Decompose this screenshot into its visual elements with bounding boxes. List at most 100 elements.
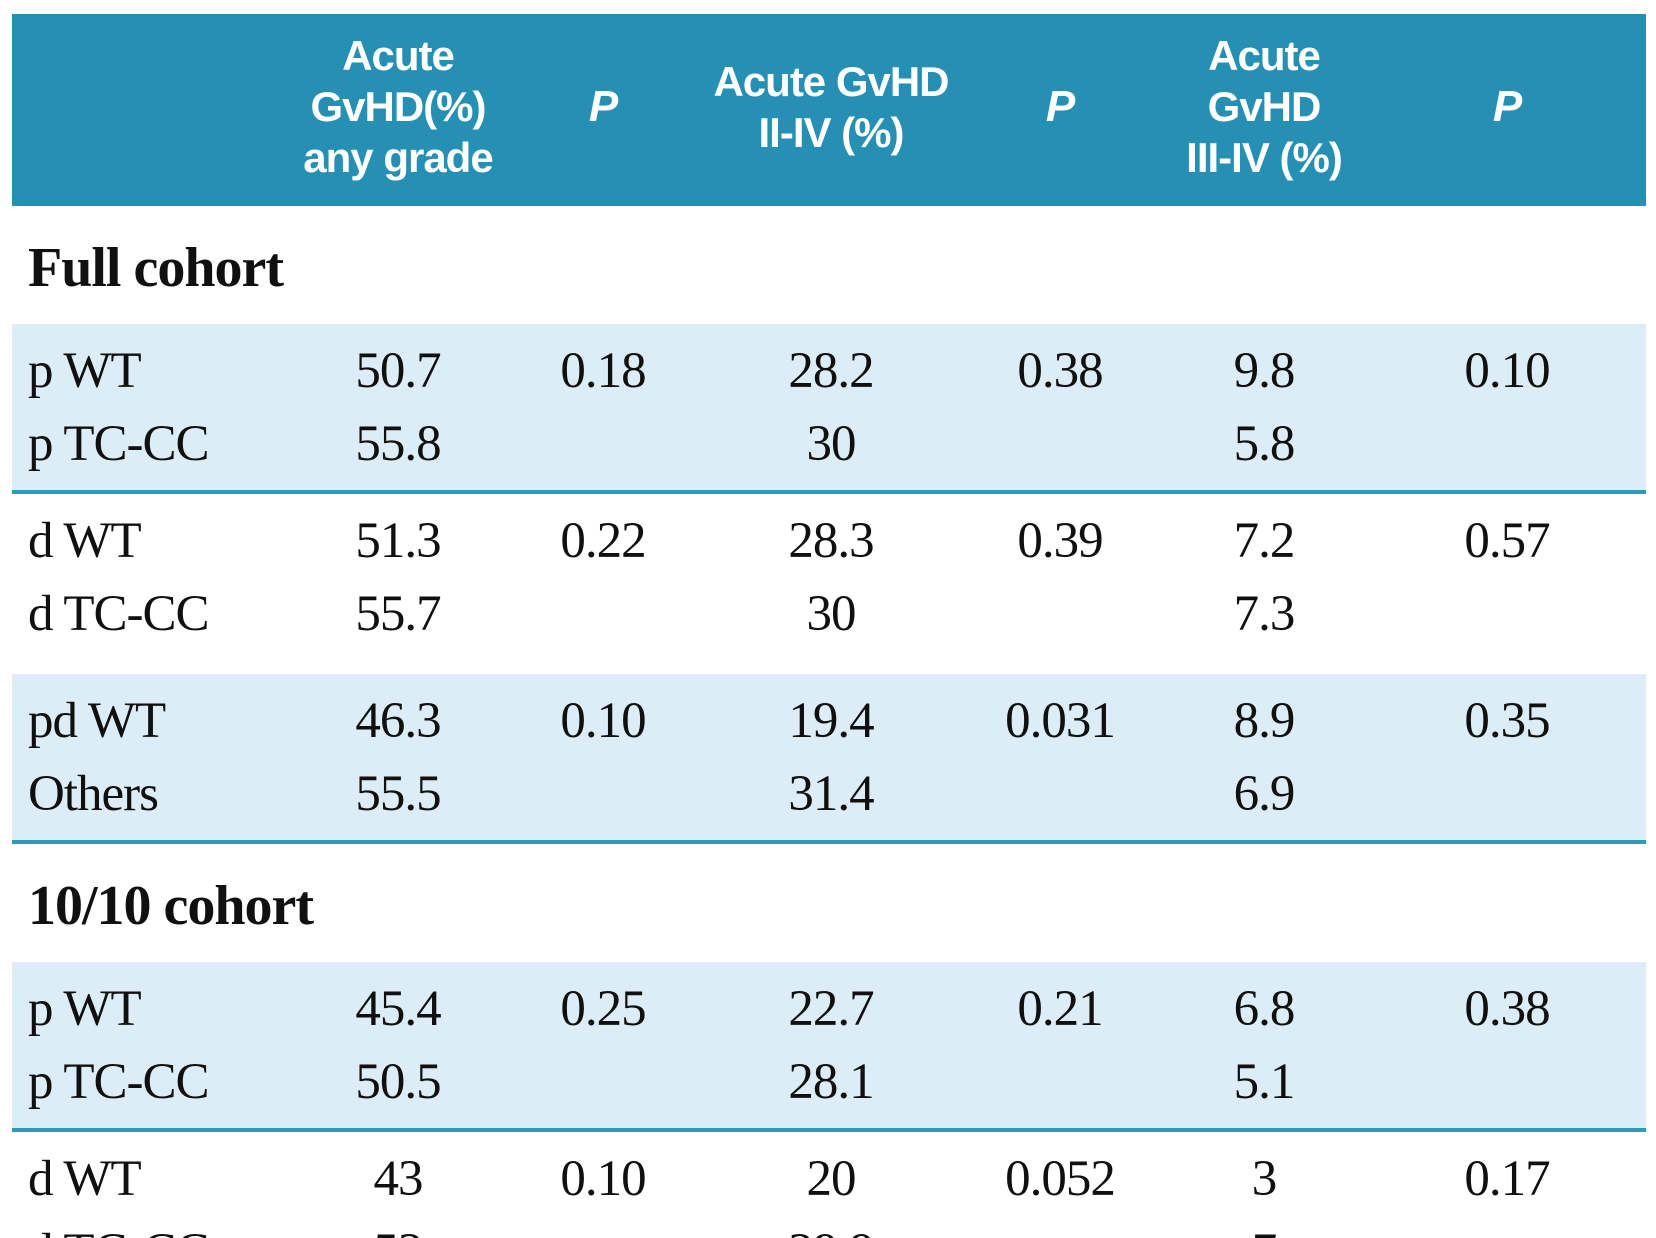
p-value-3 <box>1368 756 1646 844</box>
col-header-any-grade: Acute GvHD(%) any grade <box>292 14 504 206</box>
row-label: d WT <box>28 1150 142 1207</box>
table-row: p WT 45.4 0.25 22.7 0.21 6.8 0.38 <box>12 961 1646 1045</box>
p-value-3: 0.17 <box>1464 1150 1550 1207</box>
value-any-grade: 50.7 <box>292 323 504 407</box>
p-value-2: 0.38 <box>960 323 1160 407</box>
p-value-2 <box>960 1215 1160 1238</box>
header-empty-cell <box>12 14 292 206</box>
value-grade-2-4: 30 <box>806 585 857 642</box>
col-header-any-grade-line2: any grade <box>303 134 493 182</box>
row-label: d WT <box>28 512 142 569</box>
value-grade-3-4: 6.9 <box>1160 756 1368 844</box>
section-title: 10/10 cohort <box>12 841 1646 962</box>
p-value-1: 0.10 <box>560 1150 646 1207</box>
p-value-1 <box>504 1215 702 1238</box>
value-grade-3-4: 5.8 <box>1160 406 1368 494</box>
p-value-2 <box>960 1044 1160 1132</box>
p-value-3: 0.38 <box>1368 961 1646 1045</box>
col-header-p3: P <box>1368 14 1646 206</box>
col-header-p2: P <box>960 14 1160 206</box>
value-grade-2-4: 31.4 <box>702 756 960 844</box>
section-title: Full cohort <box>12 205 1646 324</box>
value-any-grade: 52 <box>292 1215 504 1238</box>
p-value-3 <box>1368 406 1646 494</box>
row-label: Others <box>12 756 292 844</box>
value-any-grade: 55.8 <box>292 406 504 494</box>
p-value-2 <box>960 406 1160 494</box>
value-grade-3-4: 3 <box>1251 1150 1278 1207</box>
table-row: p WT 50.7 0.18 28.2 0.38 9.8 0.10 <box>12 323 1646 407</box>
value-grade-3-4: 5.1 <box>1160 1044 1368 1132</box>
table-row: p TC-CC 50.5 28.1 5.1 <box>12 1044 1646 1132</box>
section-header-full-cohort: Full cohort <box>12 205 1646 324</box>
value-grade-2-4: 28.2 <box>702 323 960 407</box>
p-value-3 <box>1368 577 1646 674</box>
table-header-row: Acute GvHD(%) any grade P Acute GvHD II-… <box>12 14 1646 206</box>
section-header-10-10-cohort: 10/10 cohort <box>12 841 1646 962</box>
value-grade-3-4: 7.3 <box>1233 585 1296 642</box>
p-value-1 <box>504 577 702 674</box>
p-value-3 <box>1368 1215 1646 1238</box>
table-row: d WT 51.3 0.22 28.3 0.39 7.2 0.57 <box>12 492 1646 577</box>
row-label: pd WT <box>12 673 292 757</box>
p-value-2: 0.031 <box>960 673 1160 757</box>
row-label: p TC-CC <box>12 1044 292 1132</box>
p-value-1 <box>504 756 702 844</box>
row-label: p WT <box>12 961 292 1045</box>
col-header-grade-2-4: Acute GvHD II-IV (%) <box>702 14 960 206</box>
table-row: d WT 43 0.10 20 0.052 3 0.17 <box>12 1130 1646 1215</box>
p-value-2: 0.39 <box>1017 512 1103 569</box>
col-header-grade-3-4-line1: Acute GvHD <box>1207 32 1322 131</box>
value-any-grade: 51.3 <box>355 512 441 569</box>
value-any-grade: 43 <box>373 1150 424 1207</box>
p-value-1 <box>504 406 702 494</box>
p-value-1: 0.25 <box>504 961 702 1045</box>
value-grade-3-4: 9.8 <box>1160 323 1368 407</box>
table-row: d TC-CC 52 29.9 7 <box>12 1215 1646 1238</box>
table-row: p TC-CC 55.8 30 5.8 <box>12 406 1646 494</box>
p-value-1: 0.10 <box>504 673 702 757</box>
row-label: d TC-CC <box>12 1215 292 1238</box>
p-value-1: 0.18 <box>504 323 702 407</box>
col-header-grade-2-4-line1: Acute GvHD <box>713 57 949 105</box>
value-any-grade: 55.5 <box>292 756 504 844</box>
value-grade-2-4: 30 <box>702 406 960 494</box>
p-value-2 <box>960 756 1160 844</box>
p-value-1 <box>504 1044 702 1132</box>
value-grade-2-4: 19.4 <box>702 673 960 757</box>
value-grade-2-4: 28.1 <box>702 1044 960 1132</box>
p-value-3: 0.57 <box>1464 512 1550 569</box>
p-value-1: 0.22 <box>560 512 646 569</box>
value-any-grade: 50.5 <box>292 1044 504 1132</box>
value-grade-2-4: 20 <box>806 1150 857 1207</box>
col-header-grade-3-4: Acute GvHD III-IV (%) <box>1160 14 1368 206</box>
col-header-grade-3-4-line2: III-IV (%) <box>1186 134 1343 182</box>
value-grade-2-4: 22.7 <box>702 961 960 1045</box>
value-grade-2-4: 29.9 <box>702 1215 960 1238</box>
table-row: d TC-CC 55.7 30 7.3 <box>12 577 1646 674</box>
value-grade-2-4: 28.3 <box>788 512 874 569</box>
table-row: Others 55.5 31.4 6.9 <box>12 756 1646 844</box>
row-label: d TC-CC <box>28 585 210 642</box>
p-value-3: 0.35 <box>1368 673 1646 757</box>
p-value-2: 0.21 <box>960 961 1160 1045</box>
row-label: p TC-CC <box>12 406 292 494</box>
value-any-grade: 45.4 <box>292 961 504 1045</box>
value-grade-3-4: 7 <box>1160 1215 1368 1238</box>
row-label: p WT <box>12 323 292 407</box>
col-header-grade-2-4-line2: II-IV (%) <box>758 108 905 156</box>
value-any-grade: 55.7 <box>355 585 441 642</box>
col-header-any-grade-line1: Acute GvHD(%) <box>310 32 486 131</box>
value-grade-3-4: 8.9 <box>1160 673 1368 757</box>
value-any-grade: 46.3 <box>292 673 504 757</box>
p-value-2: 0.052 <box>1005 1150 1116 1207</box>
p-value-3 <box>1368 1044 1646 1132</box>
gvhd-incidence-table: Acute GvHD(%) any grade P Acute GvHD II-… <box>12 14 1646 1238</box>
table-row: pd WT 46.3 0.10 19.4 0.031 8.9 0.35 <box>12 673 1646 757</box>
p-value-2 <box>960 577 1160 674</box>
col-header-p1: P <box>504 14 702 206</box>
value-grade-3-4: 7.2 <box>1233 512 1296 569</box>
p-value-3: 0.10 <box>1368 323 1646 407</box>
value-grade-3-4: 6.8 <box>1160 961 1368 1045</box>
